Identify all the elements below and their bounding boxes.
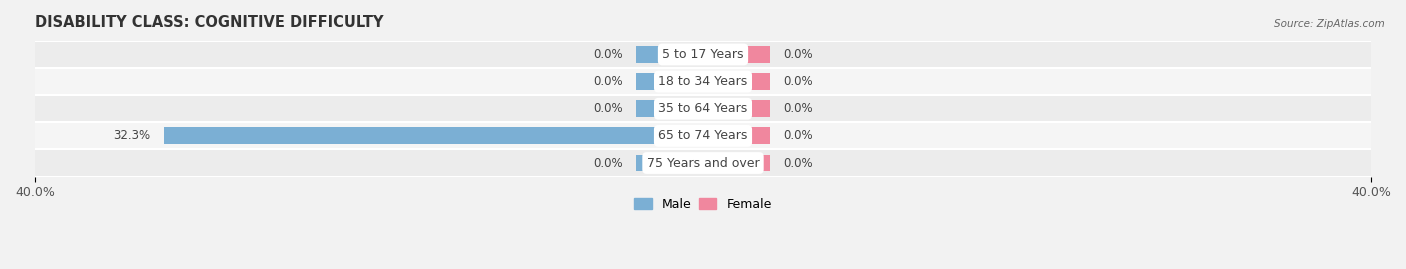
Bar	[35, 68, 1371, 95]
Text: 0.0%: 0.0%	[783, 102, 813, 115]
Text: 0.0%: 0.0%	[783, 157, 813, 169]
Bar	[703, 73, 770, 90]
Text: 32.3%: 32.3%	[112, 129, 150, 142]
Bar	[703, 155, 770, 171]
Bar	[636, 73, 703, 90]
Text: 0.0%: 0.0%	[783, 75, 813, 88]
Text: Source: ZipAtlas.com: Source: ZipAtlas.com	[1274, 19, 1385, 29]
Text: 0.0%: 0.0%	[593, 102, 623, 115]
Text: 0.0%: 0.0%	[593, 157, 623, 169]
Text: 0.0%: 0.0%	[593, 48, 623, 61]
Text: 0.0%: 0.0%	[783, 129, 813, 142]
Bar	[703, 100, 770, 117]
Bar	[35, 150, 1371, 176]
Text: 0.0%: 0.0%	[783, 48, 813, 61]
Text: 75 Years and over: 75 Years and over	[647, 157, 759, 169]
Bar	[35, 41, 1371, 68]
Bar	[35, 95, 1371, 122]
Bar	[703, 128, 770, 144]
Text: 5 to 17 Years: 5 to 17 Years	[662, 48, 744, 61]
Text: DISABILITY CLASS: COGNITIVE DIFFICULTY: DISABILITY CLASS: COGNITIVE DIFFICULTY	[35, 15, 384, 30]
Bar	[703, 46, 770, 63]
Bar	[35, 122, 1371, 150]
Legend: Male, Female: Male, Female	[634, 198, 772, 211]
Bar	[163, 128, 703, 144]
Text: 65 to 74 Years: 65 to 74 Years	[658, 129, 748, 142]
Text: 0.0%: 0.0%	[593, 75, 623, 88]
Text: 35 to 64 Years: 35 to 64 Years	[658, 102, 748, 115]
Bar	[636, 100, 703, 117]
Text: 18 to 34 Years: 18 to 34 Years	[658, 75, 748, 88]
Bar	[636, 155, 703, 171]
Bar	[636, 46, 703, 63]
